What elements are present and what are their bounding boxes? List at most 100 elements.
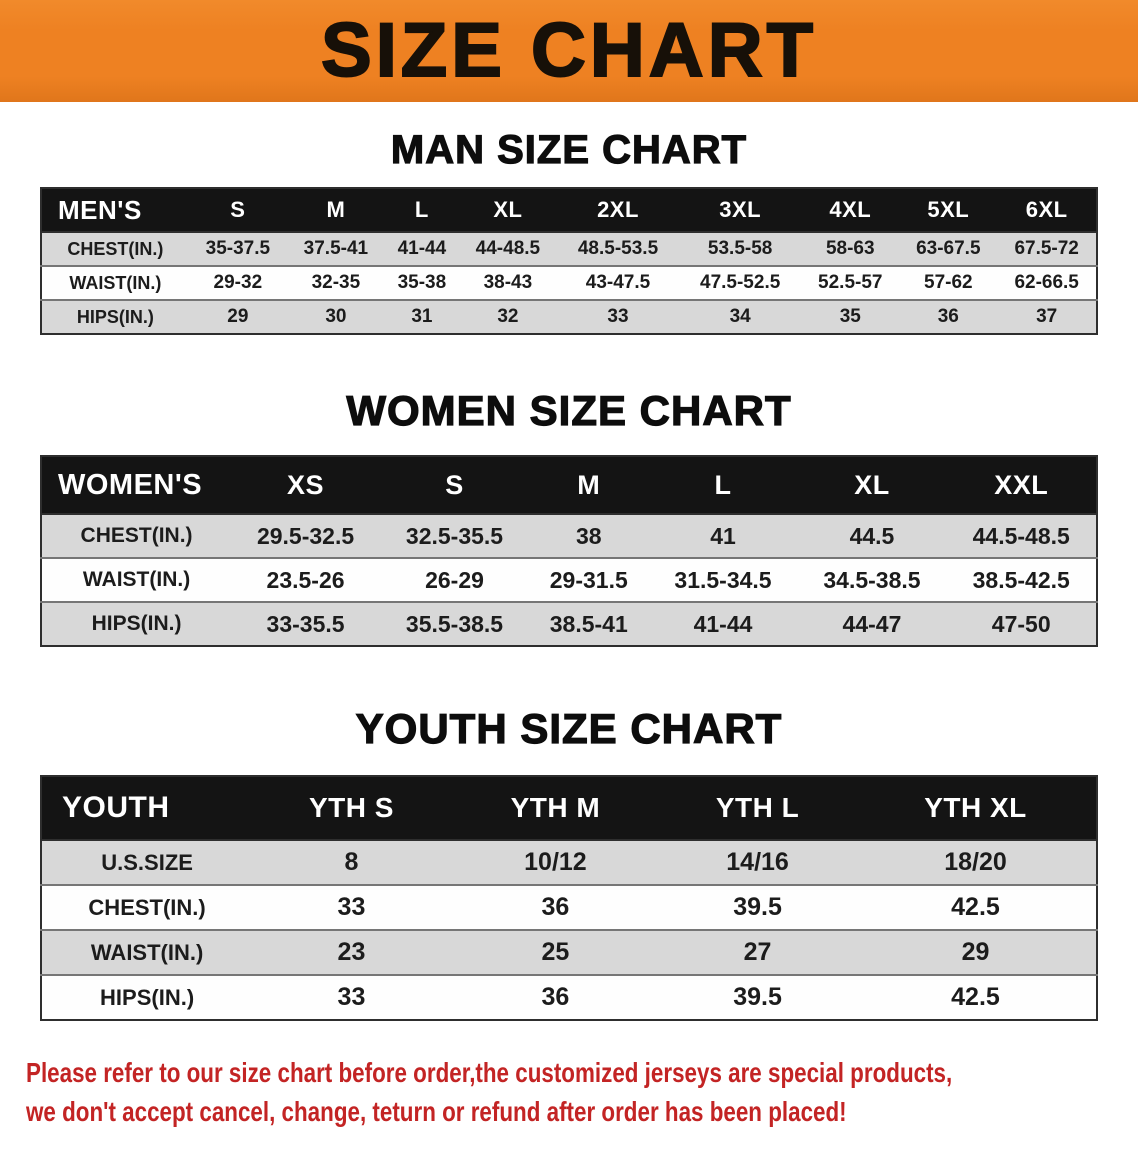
- size-value: 32: [497, 306, 519, 327]
- size-value: 30: [325, 306, 347, 327]
- size-value: 37.5-41: [303, 238, 369, 259]
- size-value: 32.5-35.5: [405, 522, 504, 549]
- size-value: 26-29: [425, 566, 484, 593]
- size-value: 52.5-57: [818, 272, 883, 293]
- size-column-header: XS: [231, 456, 381, 514]
- table-row: WAIST(IN.) 29-32 32-35 35-38 38-43 43-47.5 47.…: [41, 266, 1097, 300]
- men-size-table: MEN'S S M L XL 2XL 3XL 4XL 5XL 6XL CHEST(IN.) 35-37…: [40, 187, 1098, 335]
- table-row: HIPS(IN.) 29 30 31 32 33 34 35 36 37: [41, 300, 1097, 334]
- row-label: HIPS(IN.): [76, 306, 154, 327]
- size-column-header: XL: [797, 456, 947, 514]
- size-value: 33: [337, 893, 366, 921]
- table-row: CHEST(IN.) 29.5-32.5 32.5-35.5 38 41 44.5 44.5…: [41, 514, 1097, 558]
- table-row: WAIST(IN.) 23 25 27 29: [41, 930, 1097, 975]
- size-value: 41-44: [693, 610, 753, 637]
- size-value: 34.5-38.5: [823, 566, 921, 593]
- size-value: 25: [541, 938, 570, 966]
- size-value: 10/12: [524, 848, 587, 876]
- size-value: 8: [344, 848, 359, 876]
- table-row: CHEST(IN.) 35-37.5 37.5-41 41-44 44-48.5 48.5…: [41, 232, 1097, 266]
- size-value: 14/16: [726, 848, 789, 876]
- size-value: 36: [541, 893, 570, 921]
- size-column-header: YTH L: [660, 776, 855, 840]
- size-value: 37: [1036, 306, 1058, 327]
- size-value: 31.5-34.5: [674, 566, 772, 593]
- size-column-header: YTH M: [450, 776, 661, 840]
- size-value: 35-38: [397, 272, 447, 293]
- table-row: WAIST(IN.) 23.5-26 26-29 29-31.5 31.5-34.5 34…: [41, 558, 1097, 602]
- row-label: CHEST(IN.): [80, 524, 193, 547]
- size-column-header: L: [384, 188, 459, 232]
- size-value: 38.5-41: [549, 610, 628, 637]
- title-banner: SIZE CHART: [0, 0, 1138, 102]
- size-column-header: S: [188, 188, 287, 232]
- row-label: WAIST(IN.): [69, 272, 162, 293]
- table-title-cell: MEN'S: [41, 188, 189, 232]
- size-column-header: 5XL: [899, 188, 998, 232]
- table-title-cell: YOUTH: [41, 776, 253, 840]
- youth-size-table: YOUTH YTH S YTH M YTH L YTH XL U.S.SIZE 8 10/12…: [40, 775, 1098, 1021]
- table-row: HIPS(IN.) 33 36 39.5 42.5: [41, 975, 1097, 1020]
- size-column-header: YTH XL: [854, 776, 1097, 840]
- size-value: 57-62: [924, 272, 973, 293]
- size-value: 44.5: [849, 522, 895, 549]
- size-value: 67.5-72: [1014, 238, 1079, 259]
- notice-line-2: we don't accept cancel, change, teturn o…: [26, 1096, 847, 1128]
- table-row: CHEST(IN.) 33 36 39.5 42.5: [41, 885, 1097, 930]
- youth-size-section: YOUTH SIZE CHART YOUTH YTH S YTH M YTH L YTH…: [0, 704, 1138, 1021]
- size-column-header: M: [286, 188, 385, 232]
- size-value: 32-35: [311, 272, 361, 293]
- size-value: 35: [839, 306, 861, 327]
- size-value: 36: [937, 306, 959, 327]
- size-value: 33-35.5: [266, 610, 345, 637]
- size-column-header: L: [648, 456, 798, 514]
- youth-section-heading: YOUTH SIZE CHART: [355, 704, 783, 752]
- women-table-wrap: WOMEN'S XS S M L XL XXL CHEST(IN.) 29.5-32.5 32.5…: [0, 455, 1138, 647]
- notice-line-1: Please refer to our size chart before or…: [26, 1057, 953, 1088]
- size-value: 23.5-26: [266, 566, 345, 593]
- size-value: 29.5-32.5: [256, 522, 355, 549]
- order-notice: Please refer to our size chart before or…: [0, 1053, 1138, 1149]
- size-value: 44-47: [842, 610, 902, 637]
- youth-table-wrap: YOUTH YTH S YTH M YTH L YTH XL U.S.SIZE 8 10/12…: [0, 775, 1138, 1021]
- table-header-row: WOMEN'S XS S M L XL XXL: [41, 456, 1097, 514]
- row-label: CHEST(IN.): [67, 238, 164, 259]
- size-value: 47-50: [991, 610, 1051, 637]
- table-row: HIPS(IN.) 33-35.5 35.5-38.5 38.5-41 41-44 44-…: [41, 602, 1097, 646]
- size-column-header: 2XL: [556, 188, 680, 232]
- size-value: 29-31.5: [549, 566, 628, 593]
- table-header-row: MEN'S S M L XL 2XL 3XL 4XL 5XL 6XL: [41, 188, 1097, 232]
- table-title-cell: WOMEN'S: [41, 456, 232, 514]
- size-column-header: YTH S: [252, 776, 451, 840]
- size-value: 53.5-58: [707, 238, 773, 259]
- men-section-heading: MAN SIZE CHART: [390, 127, 748, 172]
- size-value: 44.5-48.5: [972, 522, 1070, 549]
- row-label: WAIST(IN.): [90, 939, 204, 965]
- size-value: 35-37.5: [205, 238, 271, 259]
- size-value: 47.5-52.5: [700, 272, 781, 293]
- size-value: 23: [337, 938, 366, 966]
- size-value: 29-32: [213, 272, 263, 293]
- women-size-section: WOMEN SIZE CHART WOMEN'S XS S M L XL XXL CHEST(…: [0, 386, 1138, 647]
- size-value: 29: [961, 938, 990, 966]
- women-size-table: WOMEN'S XS S M L XL XXL CHEST(IN.) 29.5-32.5 32.5…: [40, 455, 1098, 647]
- size-value: 63-67.5: [916, 238, 981, 259]
- size-value: 48.5-53.5: [577, 238, 659, 259]
- size-value: 43-47.5: [585, 272, 651, 293]
- size-column-header: S: [380, 456, 529, 514]
- size-column-header: M: [528, 456, 649, 514]
- size-value: 38-43: [483, 272, 533, 293]
- size-value: 42.5: [951, 983, 1000, 1011]
- size-value: 38: [575, 522, 602, 549]
- size-column-header: 6XL: [997, 188, 1097, 232]
- size-value: 39.5: [733, 893, 782, 921]
- row-label: U.S.SIZE: [101, 849, 193, 875]
- size-column-header: XXL: [946, 456, 1097, 514]
- table-header-row: YOUTH YTH S YTH M YTH L YTH XL: [41, 776, 1097, 840]
- size-value: 33: [337, 983, 366, 1011]
- women-section-heading: WOMEN SIZE CHART: [346, 386, 792, 434]
- size-value: 34: [729, 306, 751, 327]
- table-row: U.S.SIZE 8 10/12 14/16 18/20: [41, 840, 1097, 885]
- size-value: 36: [541, 983, 570, 1011]
